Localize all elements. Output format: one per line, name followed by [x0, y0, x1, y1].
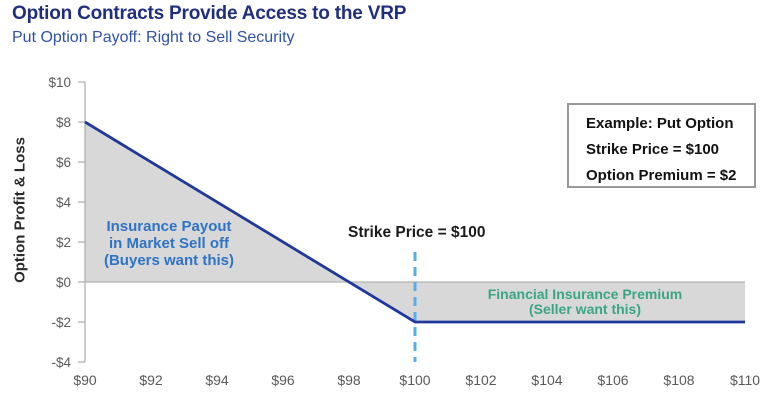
- x-tick-label: $90: [73, 372, 97, 388]
- x-tick-label: $102: [465, 372, 496, 388]
- y-tick-label: $10: [48, 75, 71, 90]
- insurance-payout-annotation: Insurance Payout in Market Sell off (Buy…: [83, 218, 255, 269]
- example-box-line: Example: Put Option: [586, 115, 734, 132]
- y-tick-label: $6: [56, 155, 71, 170]
- y-tick-label: $0: [56, 275, 71, 290]
- payoff-line: [84, 120, 745, 324]
- annotation-line: in Market Sell off: [108, 235, 230, 252]
- page-title: Option Contracts Provide Access to the V…: [12, 3, 407, 24]
- x-tick-label: $92: [139, 372, 163, 388]
- x-tick-label: $110: [730, 372, 760, 388]
- premium-annotation: Financial Insurance Premium (Seller want…: [463, 287, 707, 317]
- x-tick-label: $106: [597, 372, 628, 388]
- page-subtitle: Put Option Payoff: Right to Sell Securit…: [12, 29, 295, 46]
- annotation-line: Financial Insurance Premium: [487, 286, 683, 302]
- y-tick-label: -$2: [51, 315, 71, 330]
- example-box: Example: Put Option Strike Price = $100 …: [567, 103, 756, 188]
- shaded-area-below-zero: [349, 282, 745, 322]
- annotation-line: (Seller want this): [528, 301, 642, 317]
- y-tick-label: $2: [56, 235, 71, 250]
- example-box-line: Strike Price = $100: [586, 141, 720, 158]
- x-tick-label: $96: [271, 372, 295, 388]
- y-tick-label: -$4: [51, 355, 71, 370]
- example-box-line: Option Premium = $2: [586, 167, 737, 184]
- x-tick-label: $100: [399, 372, 430, 388]
- annotation-line: (Buyers want this): [103, 252, 235, 269]
- y-tick-label: $8: [56, 115, 71, 130]
- x-tick-label: $94: [205, 372, 229, 388]
- x-tick-label: $104: [531, 372, 562, 388]
- x-tick-label: $98: [337, 372, 361, 388]
- x-tick-label: $108: [663, 372, 694, 388]
- strike-price-annotation: Strike Price = $100: [348, 224, 486, 241]
- y-tick-label: $4: [56, 195, 72, 210]
- annotation-line: Insurance Payout: [106, 218, 232, 235]
